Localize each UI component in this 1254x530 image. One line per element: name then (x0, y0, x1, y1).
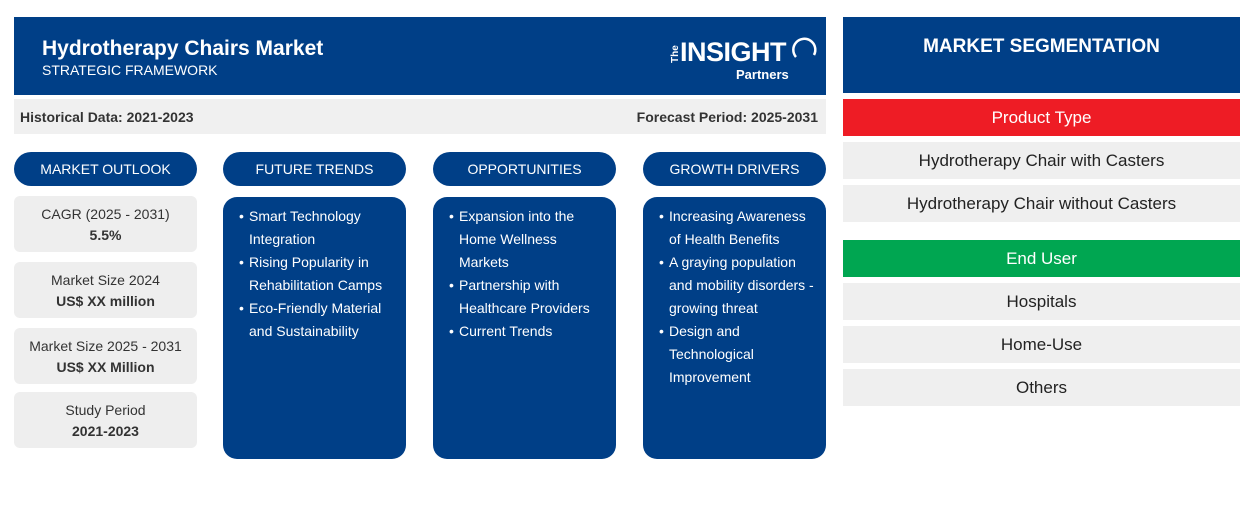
driver-item: A graying population and mobility disord… (659, 251, 818, 320)
opportunity-item: Partnership with Healthcare Providers (449, 274, 608, 320)
market-size-2024-label: Market Size 2024 (51, 272, 160, 288)
historical-data: Historical Data: 2021-2023 (20, 109, 194, 125)
driver-item: Design and Technological Improvement (659, 320, 818, 389)
segment-item-hospitals: Hospitals (843, 283, 1240, 320)
trend-item: Smart Technology Integration (239, 205, 398, 251)
cagr-value: 5.5% (89, 227, 122, 243)
study-period-card: Study Period 2021-2023 (14, 392, 197, 448)
market-size-forecast-card: Market Size 2025 - 2031 US$ XX Million (14, 328, 197, 384)
period-bar: Historical Data: 2021-2023 Forecast Peri… (14, 99, 826, 134)
market-size-2024-card: Market Size 2024 US$ XX million (14, 262, 197, 318)
segment-item-home-use: Home-Use (843, 326, 1240, 363)
trend-item: Eco-Friendly Material and Sustainability (239, 297, 398, 343)
future-trends-heading: FUTURE TRENDS (223, 152, 406, 186)
market-outlook-heading: MARKET OUTLOOK (14, 152, 197, 186)
end-user-category: End User (843, 240, 1240, 277)
segment-item-without-casters: Hydrotherapy Chair without Casters (843, 185, 1240, 222)
cagr-card: CAGR (2025 - 2031) 5.5% (14, 196, 197, 252)
trend-item: Rising Popularity in Rehabilitation Camp… (239, 251, 398, 297)
opportunities-panel: Expansion into the Home Wellness Markets… (433, 197, 616, 459)
report-subtitle: STRATEGIC FRAMEWORK (42, 62, 218, 78)
opportunities-heading: OPPORTUNITIES (433, 152, 616, 186)
growth-drivers-heading: GROWTH DRIVERS (643, 152, 826, 186)
logo-arc-icon (792, 37, 817, 58)
report-title: Hydrotherapy Chairs Market (42, 37, 324, 60)
report-header: Hydrotherapy Chairs Market STRATEGIC FRA… (14, 17, 826, 95)
insight-partners-logo: The INSIGHT Partners (666, 35, 817, 83)
future-trends-panel: Smart Technology Integration Rising Popu… (223, 197, 406, 459)
product-type-category: Product Type (843, 99, 1240, 136)
logo-partners: Partners (736, 67, 789, 82)
forecast-period: Forecast Period: 2025-2031 (636, 109, 818, 125)
opportunity-item: Current Trends (449, 320, 608, 343)
market-size-forecast-value: US$ XX Million (56, 359, 155, 375)
study-period-label: Study Period (65, 402, 146, 418)
market-segmentation-heading: MARKET SEGMENTATION (843, 17, 1240, 93)
market-size-2024-value: US$ XX million (56, 293, 155, 309)
segment-item-with-casters: Hydrotherapy Chair with Casters (843, 142, 1240, 179)
logo-insight: INSIGHT (680, 37, 787, 67)
growth-drivers-panel: Increasing Awareness of Health Benefits … (643, 197, 826, 459)
market-size-forecast-label: Market Size 2025 - 2031 (29, 338, 182, 354)
driver-item: Increasing Awareness of Health Benefits (659, 205, 818, 251)
cagr-label: CAGR (2025 - 2031) (41, 206, 170, 222)
study-period-value: 2021-2023 (72, 423, 139, 439)
segment-item-others: Others (843, 369, 1240, 406)
opportunity-item: Expansion into the Home Wellness Markets (449, 205, 608, 274)
